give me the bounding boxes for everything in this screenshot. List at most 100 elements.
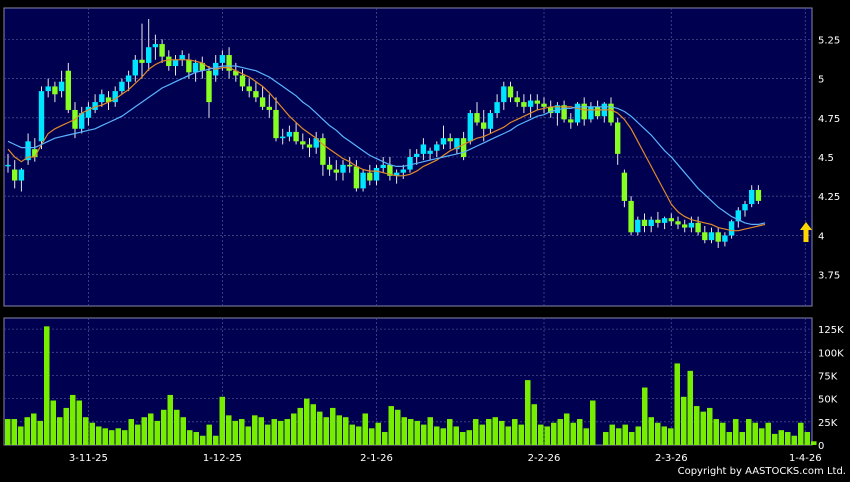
candle-up — [192, 62, 199, 73]
candle-up — [393, 172, 400, 176]
date-tick-label: 2-3-26 — [655, 453, 688, 464]
candlestick-series — [5, 18, 762, 248]
volume-bar — [271, 419, 277, 445]
volume-bar — [551, 422, 557, 445]
candle-down — [387, 164, 393, 176]
volume-bar — [375, 422, 381, 445]
candle-up — [373, 167, 380, 181]
candle-down — [293, 131, 299, 142]
volume-bar — [382, 432, 388, 445]
volume-bar — [284, 419, 290, 445]
volume-bar — [265, 424, 271, 445]
candle-up — [588, 106, 594, 120]
candle-down — [621, 172, 628, 201]
candle-down — [306, 144, 313, 148]
candle-up — [554, 105, 561, 114]
long-moving-average-line — [7, 65, 766, 225]
volume-bar — [564, 413, 570, 445]
candle-up — [742, 204, 748, 211]
volume-bar — [330, 407, 336, 445]
candle-down — [367, 172, 373, 181]
candle-up — [440, 138, 447, 145]
volume-bar — [401, 417, 407, 445]
volume-bar — [642, 387, 648, 445]
candle-up — [360, 172, 366, 189]
candle-down — [65, 70, 71, 110]
candle-down — [460, 138, 467, 157]
volume-bar — [356, 426, 362, 445]
candle-up — [92, 102, 98, 110]
volume-bar — [733, 419, 739, 445]
price-tick-label: 4.5 — [818, 153, 834, 164]
volume-bar — [50, 400, 56, 445]
candle-up — [99, 94, 105, 103]
candle-down — [52, 86, 58, 95]
volume-bar — [629, 432, 635, 445]
candle-up — [286, 131, 293, 137]
volume-bar — [297, 407, 303, 445]
volume-bar — [102, 428, 108, 445]
volume-bar — [206, 424, 212, 445]
volume-bar — [713, 419, 719, 445]
volume-bar — [505, 426, 511, 445]
volume-bar — [746, 419, 752, 445]
candle-down — [447, 138, 453, 142]
volume-bar — [180, 417, 186, 445]
candle-down — [541, 103, 547, 107]
volume-axis: 0 25K 50K 75K 100K 125K — [818, 325, 844, 452]
candle-down — [259, 97, 266, 107]
volume-bar — [414, 420, 420, 445]
volume-bar — [421, 424, 427, 445]
volume-bar — [492, 417, 498, 445]
volume-bar — [187, 430, 193, 445]
candle-down — [695, 222, 701, 233]
candle-up — [125, 75, 132, 82]
price-gridlines — [4, 8, 812, 306]
candle-up — [414, 153, 420, 157]
candle-down — [266, 106, 272, 110]
volume-bar — [603, 432, 609, 445]
volume-bar — [141, 417, 147, 445]
candle-up — [112, 91, 118, 103]
price-tick-label: 5.25 — [818, 35, 840, 46]
volume-bar — [609, 424, 615, 445]
volume-bar — [720, 422, 726, 445]
candle-up — [38, 91, 45, 142]
price-tick-label: 4 — [818, 231, 824, 242]
candle-down — [300, 141, 306, 145]
volume-bar — [791, 435, 797, 445]
volume-bar — [115, 428, 121, 445]
volume-tick-label: 50K — [818, 395, 838, 406]
candle-down — [239, 75, 246, 87]
candle-down — [755, 189, 762, 201]
volume-bar — [726, 432, 732, 445]
candle-down — [32, 149, 38, 157]
candle-down — [226, 55, 232, 71]
candle-up — [280, 136, 286, 139]
candle-down — [668, 218, 674, 222]
volume-bar — [479, 424, 485, 445]
volume-bar — [232, 420, 238, 445]
candle-down — [320, 138, 326, 165]
candle-up — [708, 232, 715, 241]
candle-up — [574, 103, 581, 123]
volume-bar — [512, 419, 518, 445]
volume-bar — [252, 415, 258, 445]
volume-bar — [700, 411, 706, 445]
volume-bar — [655, 422, 661, 445]
candle-down — [615, 122, 621, 154]
volume-bar — [772, 433, 778, 445]
volume-bar — [76, 400, 82, 445]
volume-bar — [440, 428, 446, 445]
price-tick-label: 5 — [818, 75, 824, 86]
volume-bar — [18, 426, 24, 445]
candle-down — [628, 200, 634, 233]
candle-down — [581, 103, 587, 120]
volume-bar — [89, 422, 95, 445]
volume-bar — [37, 420, 43, 445]
volume-bar — [408, 419, 414, 445]
volume-bar — [258, 417, 264, 445]
volume-bar — [161, 409, 167, 445]
volume-bar — [5, 419, 11, 445]
